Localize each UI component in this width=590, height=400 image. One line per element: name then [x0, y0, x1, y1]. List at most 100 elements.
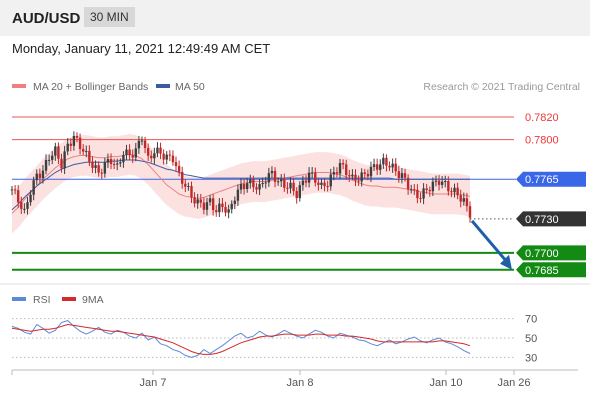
timeframe-badge[interactable]: 30 MIN — [84, 7, 135, 27]
candle-body — [199, 199, 202, 203]
candle-body — [190, 186, 193, 198]
candle-body — [307, 172, 311, 183]
candle-body — [261, 183, 264, 185]
forecast-arrow-head — [500, 254, 512, 270]
ma9-legend-label: 9MA — [82, 294, 104, 306]
candle-body — [283, 178, 286, 188]
x-tick-label: Jan 8 — [287, 377, 314, 389]
candle-body — [465, 198, 469, 207]
candle-body — [382, 157, 385, 165]
candle-body — [400, 173, 404, 178]
candle-body — [335, 172, 339, 174]
candle-body — [236, 189, 240, 201]
candle-body — [295, 191, 298, 199]
candle-body — [103, 162, 107, 174]
rsi-ma-line — [11, 323, 471, 355]
candle-body — [230, 203, 233, 210]
candle-body — [440, 181, 444, 185]
candle-body — [345, 164, 348, 176]
candle-body — [181, 171, 184, 184]
candle-body — [233, 200, 237, 204]
candle-body — [171, 155, 175, 163]
candle-body — [75, 136, 79, 138]
x-tick-label: Jan 26 — [497, 377, 530, 389]
candle-body — [218, 203, 221, 213]
candle-body — [116, 163, 119, 165]
candle-body — [29, 194, 32, 203]
level-label-current: 0.7730 — [525, 214, 559, 226]
candle-body — [332, 172, 336, 175]
candle-body — [78, 137, 82, 149]
ma20-legend-label: MA 20 + Bollinger Bands — [33, 81, 148, 93]
candle-body — [459, 195, 462, 202]
candle-body — [41, 170, 45, 179]
level-label-pivot: 0.7765 — [525, 174, 559, 186]
candle-body — [156, 147, 159, 154]
candle-body — [348, 175, 351, 177]
candle-body — [159, 147, 162, 154]
rsi-tick-label: 50 — [525, 333, 537, 345]
candle-body — [134, 148, 137, 158]
symbol-title: AUD/USD — [12, 10, 81, 27]
candle-body — [88, 150, 91, 162]
candle-body — [468, 206, 472, 218]
level-badge-support — [516, 262, 586, 278]
candle-body — [227, 209, 230, 213]
candle-body — [310, 172, 314, 174]
candle-body — [13, 189, 17, 191]
candle-body — [57, 146, 60, 159]
candle-body — [94, 165, 97, 168]
candle-body — [184, 183, 187, 187]
candle-body — [131, 155, 134, 158]
candle-body — [66, 143, 69, 152]
ma9-legend-swatch — [62, 297, 76, 301]
candle-body — [128, 149, 131, 156]
ma50-legend-label: MA 50 — [175, 81, 205, 93]
candle-body — [434, 180, 438, 182]
candle-body — [419, 198, 422, 200]
candle-body — [410, 189, 413, 191]
level-label-support: 0.7700 — [525, 248, 559, 260]
candle-body — [391, 163, 394, 168]
candle-body — [112, 164, 116, 166]
candle-body — [267, 173, 271, 183]
candle-body — [397, 171, 401, 178]
candle-body — [208, 198, 212, 203]
x-axis: Jan 7 Jan 8 Jan 10 Jan 26 — [11, 370, 531, 389]
level-label-resistance: 0.7800 — [525, 135, 559, 147]
candle-body — [38, 173, 42, 179]
level-badge-pivot — [516, 171, 586, 187]
candle-body — [360, 172, 363, 182]
candle-body — [329, 174, 332, 187]
forecast-arrow-shaft — [470, 219, 508, 262]
candle-body — [211, 198, 215, 211]
level-label-support: 0.7685 — [525, 265, 559, 277]
candle-body — [437, 180, 441, 185]
candle-body — [354, 174, 357, 181]
candle-body — [317, 182, 320, 185]
candle-body — [196, 199, 199, 204]
candle-body — [16, 190, 20, 203]
candle-body — [109, 159, 113, 165]
candle-body — [47, 159, 51, 161]
x-tick-label: Jan 10 — [429, 377, 462, 389]
candle-body — [264, 182, 267, 184]
candle-body — [280, 178, 283, 182]
candle-body — [447, 181, 450, 192]
candle-body — [453, 187, 456, 193]
candle-body — [363, 172, 366, 174]
candle-body — [323, 182, 326, 187]
candle-body — [143, 140, 147, 149]
candle-body — [54, 146, 57, 156]
candle-body — [10, 189, 14, 191]
candle-body — [153, 153, 156, 159]
copyright-label: Research © 2021 Trading Central — [423, 81, 580, 93]
candle-body — [286, 187, 289, 189]
candle-body — [270, 170, 274, 174]
candle-body — [205, 202, 209, 210]
candle-body — [292, 182, 295, 192]
candle-body — [215, 210, 218, 213]
candle-body — [245, 183, 249, 189]
candle-body — [35, 173, 38, 181]
